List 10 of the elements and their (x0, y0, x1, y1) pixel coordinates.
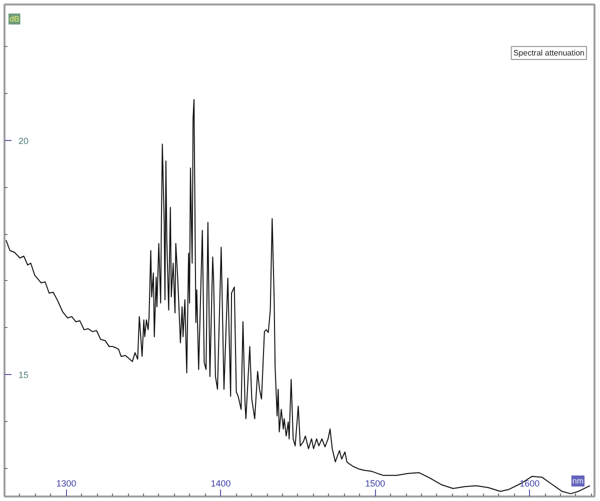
y-axis-title: dB (10, 14, 20, 24)
x-tick-label: 1500 (365, 478, 386, 488)
x-axis-title: nm (572, 476, 584, 486)
line-series (6, 99, 591, 494)
text: Spectral attenuation (513, 48, 585, 58)
x-tick-label: 1400 (210, 478, 231, 488)
y-tick-label: 20 (18, 136, 29, 146)
x-tick-label: 1600 (520, 478, 540, 488)
y-tick-label: 15 (18, 370, 29, 380)
x-tick-label: 1300 (56, 478, 76, 488)
